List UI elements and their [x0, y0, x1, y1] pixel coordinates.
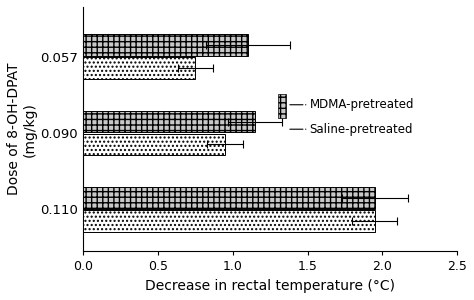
Bar: [83, 134, 225, 155]
Bar: [83, 210, 375, 232]
FancyBboxPatch shape: [278, 94, 286, 118]
Bar: [83, 111, 255, 132]
Y-axis label: Dose of 8-OH-DPAT
(mg/kg): Dose of 8-OH-DPAT (mg/kg): [7, 63, 37, 196]
Bar: [83, 187, 375, 209]
X-axis label: Decrease in rectal temperature (°C): Decrease in rectal temperature (°C): [145, 279, 395, 293]
Bar: [83, 34, 248, 56]
Bar: [83, 57, 195, 79]
Text: MDMA-pretreated: MDMA-pretreated: [310, 98, 414, 111]
Text: Saline-pretreated: Saline-pretreated: [310, 123, 413, 136]
